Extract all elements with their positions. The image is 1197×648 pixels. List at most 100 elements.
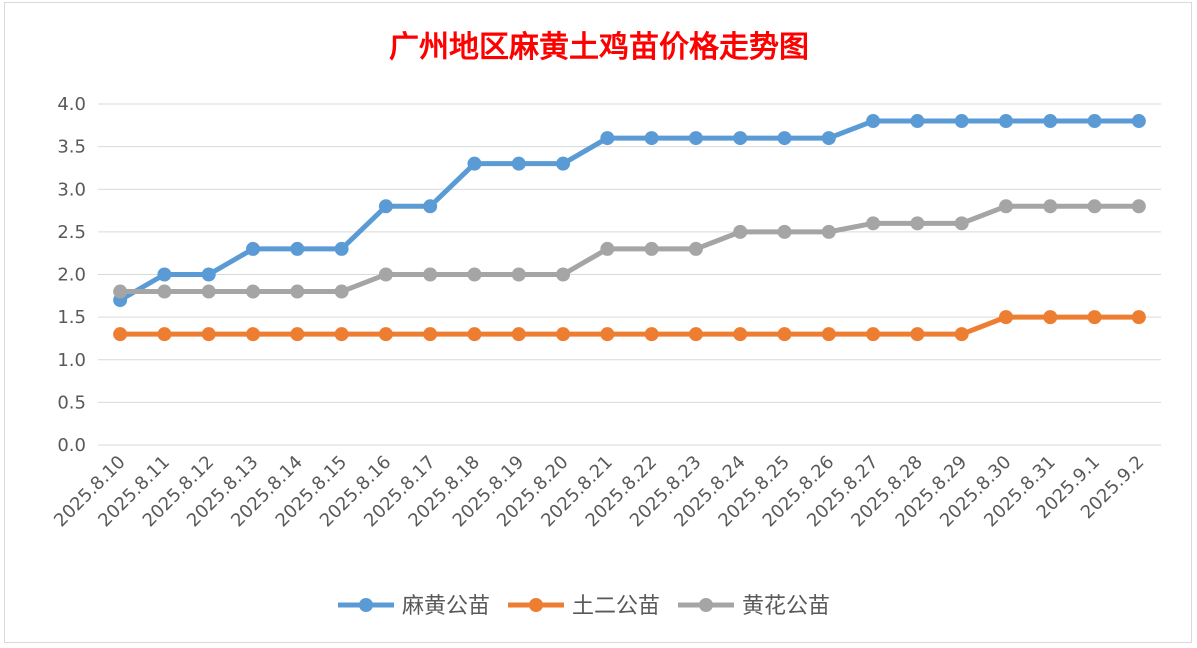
legend-label: 麻黄公苗 [402,594,490,619]
data-point [954,114,969,129]
data-point [866,114,881,129]
data-point [246,284,261,299]
data-point [998,114,1013,129]
data-point [777,224,792,239]
series-line [117,203,1142,295]
data-point [910,327,925,342]
data-point [910,114,925,129]
legend-entry: 黄花公苗 [678,594,830,619]
series-1 [113,114,1146,308]
data-point [821,224,836,239]
data-point [511,327,526,342]
data-point [556,327,571,342]
data-point [1087,199,1102,214]
y-tick-label: 0.0 [57,435,86,456]
data-point [600,241,615,256]
data-point [511,267,526,282]
legend-marker [529,598,543,612]
data-point [910,216,925,231]
data-point [733,131,748,146]
legend-marker [359,598,373,612]
data-point [644,131,659,146]
data-point [733,327,748,342]
data-point [866,216,881,231]
grid-layer [98,103,1161,446]
data-point [157,267,172,282]
legend-marker [699,598,713,612]
data-point [644,327,659,342]
data-point [821,327,836,342]
data-point [998,199,1013,214]
data-point [201,267,216,282]
axis-layer: 0.00.51.01.52.02.53.03.54.02025.8.102025… [50,94,1148,531]
data-point [998,310,1013,325]
series-layer [113,114,1146,342]
y-tick-label: 1.0 [57,350,86,371]
data-point [644,241,659,256]
data-point [201,284,216,299]
data-point [511,156,526,171]
data-point [688,131,703,146]
chart-title: 广州地区麻黄土鸡苗价格走势图 [389,30,809,65]
data-point [423,199,438,214]
legend-entry: 土二公苗 [508,594,660,619]
data-point [1043,310,1058,325]
data-point [467,156,482,171]
series-line [117,118,1142,303]
legend-entry: 麻黄公苗 [338,594,490,619]
y-tick-label: 2.5 [57,222,86,243]
data-point [201,327,216,342]
data-point [688,327,703,342]
data-point [334,241,349,256]
y-tick-label: 3.0 [57,179,86,200]
data-point [246,241,261,256]
data-point [1131,310,1146,325]
data-point [1131,199,1146,214]
series-2 [113,310,1146,342]
y-tick-label: 0.5 [57,392,86,413]
data-point [378,199,393,214]
data-point [246,327,261,342]
data-point [1043,199,1058,214]
data-point [556,267,571,282]
data-point [290,284,305,299]
data-point [954,216,969,231]
data-point [113,327,128,342]
y-tick-label: 4.0 [57,94,86,115]
y-tick-label: 3.5 [57,137,86,158]
y-tick-label: 2.0 [57,265,86,286]
data-point [467,327,482,342]
data-point [556,156,571,171]
data-point [378,327,393,342]
series-3 [113,199,1146,299]
data-point [334,327,349,342]
chart-frame: 广州地区麻黄土鸡苗价格走势图 0.0 0.5 1.0 1.5 2.0 2.5 3.0 3.5 4… [4,2,1192,643]
data-point [157,327,172,342]
data-point [1043,114,1058,129]
legend-label: 黄花公苗 [742,594,830,619]
data-point [290,327,305,342]
data-point [866,327,881,342]
data-point [334,284,349,299]
data-point [290,241,305,256]
data-point [777,131,792,146]
data-point [1087,114,1102,129]
series-line [117,314,1142,337]
data-point [600,327,615,342]
data-point [1087,310,1102,325]
data-point [423,267,438,282]
data-point [733,224,748,239]
line-chart: 广州地区麻黄土鸡苗价格走势图 0.0 0.5 1.0 1.5 2.0 2.5 3.0 3.5 4… [50,30,1161,619]
data-point [1131,114,1146,129]
data-point [821,131,836,146]
data-point [157,284,172,299]
legend: 麻黄公苗 土二公苗 黄花公苗 [338,594,830,619]
data-point [688,241,703,256]
data-point [954,327,969,342]
data-point [113,284,128,299]
legend-label: 土二公苗 [572,594,660,619]
data-point [777,327,792,342]
data-point [467,267,482,282]
data-point [423,327,438,342]
data-point [600,131,615,146]
